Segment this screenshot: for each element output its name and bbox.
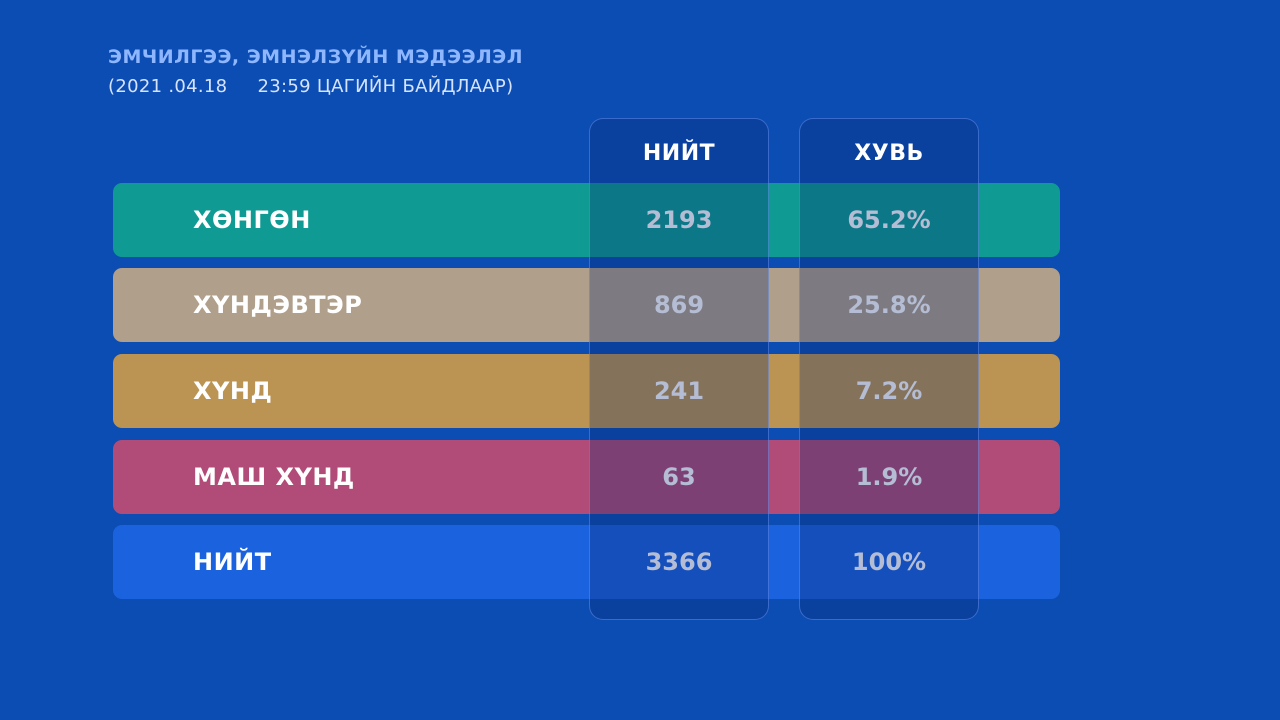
row-label: МАШ ХҮНД — [193, 463, 355, 491]
row-total-value: 63 — [662, 463, 696, 491]
row-total-value: 3366 — [645, 548, 713, 576]
row-percent-value: 100% — [851, 548, 927, 576]
column-total: НИЙТ — [589, 118, 769, 620]
row-total-value: 869 — [653, 291, 705, 319]
row-percent-value: 1.9% — [855, 463, 923, 491]
column-percent: ХУВЬ — [799, 118, 979, 620]
row-label: ХҮНДЭВТЭР — [193, 291, 363, 319]
row-percent-value: 7.2% — [855, 377, 923, 405]
page-title: ЭМЧИЛГЭЭ, ЭМНЭЛЗҮЙН МЭДЭЭЛЭЛ — [108, 46, 524, 68]
row-label: ХҮНД — [193, 377, 273, 405]
table-row-severe: ХҮНД 241 7.2% — [113, 354, 1060, 428]
column-header-total: НИЙТ — [642, 141, 716, 166]
row-total-value: 2193 — [645, 206, 713, 234]
row-total-value: 241 — [653, 377, 705, 405]
table-row-total: НИЙТ 3366 100% — [113, 525, 1060, 599]
row-label: НИЙТ — [193, 548, 272, 576]
table-row-critical: МАШ ХҮНД 63 1.9% — [113, 440, 1060, 514]
row-label: ХӨНГӨН — [193, 206, 311, 234]
page-subtitle: (2021 .04.18 23:59 ЦАГИЙН БАЙДЛААР) — [108, 76, 514, 97]
column-header-percent: ХУВЬ — [854, 141, 924, 166]
table-row-light: ХӨНГӨН 2193 65.2% — [113, 183, 1060, 257]
table-row-moderate: ХҮНДЭВТЭР 869 25.8% — [113, 268, 1060, 342]
row-percent-value: 25.8% — [847, 291, 931, 319]
row-percent-value: 65.2% — [847, 206, 931, 234]
